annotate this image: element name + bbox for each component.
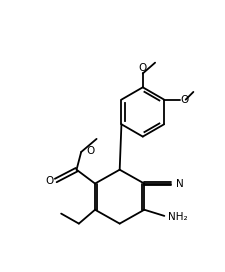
Text: O: O bbox=[179, 95, 187, 105]
Text: O: O bbox=[138, 63, 146, 73]
Text: O: O bbox=[86, 146, 94, 156]
Text: O: O bbox=[45, 176, 54, 186]
Text: N: N bbox=[175, 178, 183, 188]
Text: NH₂: NH₂ bbox=[167, 212, 187, 222]
